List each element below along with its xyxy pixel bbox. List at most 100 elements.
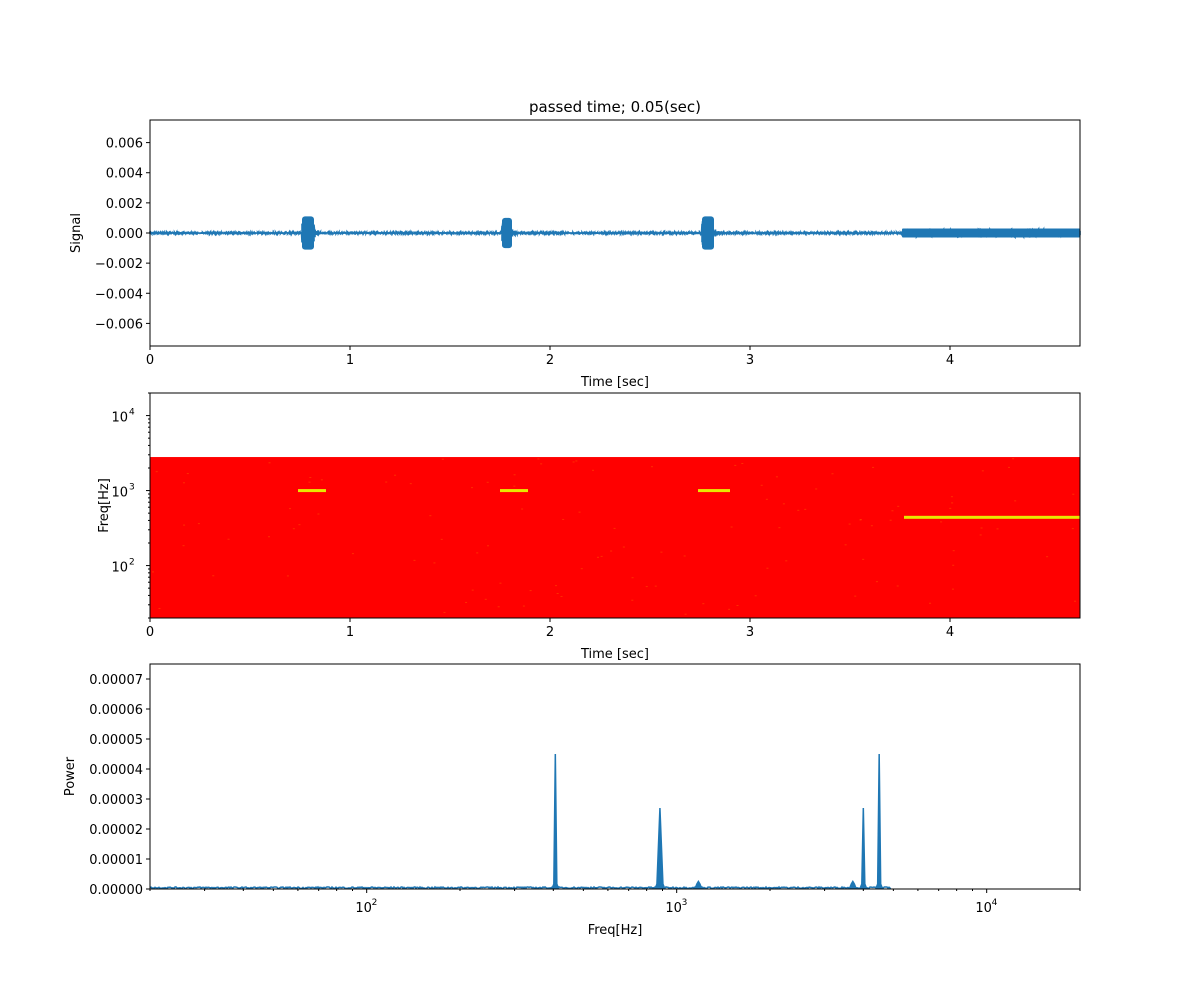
spectrogram-speckle xyxy=(471,589,474,591)
spectrogram-speckle xyxy=(562,518,565,520)
power-peak xyxy=(859,807,868,890)
spectrogram-speckle xyxy=(929,602,932,604)
spectrogram-speckle xyxy=(730,526,733,528)
spectrogram-speckle xyxy=(631,599,634,601)
spectrogram-speckle xyxy=(513,485,516,487)
signal-axes: 0 1 2 3 4 0.006 0.004 0.002 0.000 −0.002 −0.004 −0.… xyxy=(69,119,1081,390)
spectrogram-speckle xyxy=(522,605,525,607)
spectrogram-speckle xyxy=(650,466,653,468)
spectrogram-speckle xyxy=(1012,458,1015,460)
spectrogram-speckle xyxy=(683,555,686,557)
y-tick-label: 0.00007 xyxy=(89,673,143,688)
spectrogram-speckle xyxy=(580,568,583,570)
spectrogram-speckle xyxy=(487,545,490,547)
spectrogram-speckle xyxy=(440,538,443,540)
spectrogram-speckle xyxy=(429,515,432,517)
x-tick-exponent: 2 xyxy=(372,898,378,908)
spectrogram-speckle xyxy=(186,473,189,475)
spectrogram-speckle xyxy=(848,523,851,525)
y-tick-label: −0.006 xyxy=(95,317,143,332)
spectrogram-speckle xyxy=(610,550,613,552)
spectrogram-speckle xyxy=(736,605,739,607)
y-tick-exponent: 3 xyxy=(129,483,135,493)
spectrogram-speckle xyxy=(951,588,954,590)
signal-burst xyxy=(702,216,714,250)
spectrogram-speckle xyxy=(197,523,200,525)
spectrogram-speckle xyxy=(484,598,487,600)
spectrogram-speckle xyxy=(728,608,731,610)
spectrogram-speckle xyxy=(320,479,323,481)
power-peak xyxy=(874,753,884,890)
y-tick-label: 10 xyxy=(111,486,128,501)
spectrogram-speckle xyxy=(537,458,540,460)
spectrogram-speckle xyxy=(872,466,875,468)
x-tick-exponent: 4 xyxy=(992,898,998,908)
spectrogram-speckle xyxy=(765,498,768,500)
spectrogram-speckle xyxy=(760,484,763,486)
y-tick-exponent: 2 xyxy=(129,558,135,568)
spectrogram-speckle xyxy=(555,585,558,587)
y-tick-label: −0.004 xyxy=(95,287,143,302)
x-axis-label: Time [sec] xyxy=(580,375,649,390)
spectrogram-speckle xyxy=(981,470,984,472)
spectrogram-speckle xyxy=(950,496,953,498)
spectrogram-speckle xyxy=(227,538,230,540)
spectrogram-tone xyxy=(298,489,326,493)
spectrogram-speckle xyxy=(578,511,581,513)
spectrogram-speckle xyxy=(476,552,479,554)
y-tick-label: 0.006 xyxy=(106,137,143,152)
y-tick-label: 0.00006 xyxy=(89,703,143,718)
spectrogram-speckle xyxy=(409,483,412,485)
power-peak xyxy=(551,753,560,890)
spectrogram-speckle xyxy=(754,595,757,597)
spectrogram-speckle xyxy=(785,560,788,562)
spectrogram-speckle xyxy=(862,558,865,560)
spectrogram-speckle xyxy=(441,458,444,460)
spectrogram-speckle xyxy=(952,550,955,552)
spectrogram-speckle xyxy=(782,503,785,505)
spectrogram-speckle xyxy=(844,544,847,546)
spectrogram-speckle xyxy=(560,595,563,597)
signal-burst xyxy=(302,216,314,250)
spectrogram-speckle xyxy=(660,551,663,553)
x-tick-label: 4 xyxy=(946,625,954,640)
x-tick-label: 0 xyxy=(146,625,154,640)
x-tick-label: 10 xyxy=(665,901,682,916)
spectrogram-speckle xyxy=(1008,466,1011,468)
spectrogram-speckle xyxy=(775,476,778,478)
power-peak xyxy=(654,807,666,890)
spectrogram-speckle xyxy=(797,509,800,511)
spectrogram-speckle xyxy=(183,524,186,526)
signal-burst xyxy=(502,217,512,249)
spectrogram-speckle xyxy=(870,525,873,527)
spectrogram-speckle xyxy=(268,462,271,464)
spectrogram-speckle xyxy=(486,481,489,483)
spectrogram-speckle xyxy=(394,474,397,476)
y-tick-exponent: 4 xyxy=(129,408,135,418)
x-tick-label: 3 xyxy=(746,353,754,368)
spectrogram-speckle xyxy=(298,524,301,526)
spectrogram-speckle xyxy=(308,481,311,483)
signal-burst xyxy=(902,228,1080,238)
spectrogram-speckle xyxy=(1074,600,1077,602)
spectrogram-speckle xyxy=(854,595,857,597)
y-tick-label: 0.00000 xyxy=(89,883,143,898)
spectrogram-speckle xyxy=(572,461,575,463)
spectrogram-speckle xyxy=(182,482,185,484)
spectrogram-speckle xyxy=(875,581,878,583)
spectrogram-speckle xyxy=(158,607,161,609)
spectrogram-speckle xyxy=(413,559,416,561)
spectrogram-speckle xyxy=(556,592,559,594)
spectrogram-speckle xyxy=(815,488,818,490)
spectrogram-speckle xyxy=(212,575,215,577)
y-axis-label: Signal xyxy=(69,213,84,253)
power-line xyxy=(149,885,892,890)
spectrogram-speckle xyxy=(521,508,524,510)
power-peak xyxy=(848,880,858,890)
spectrogram-speckle xyxy=(996,528,999,530)
spectrogram-speckle xyxy=(631,577,634,579)
power-spectrum-axes: 10 2 10 3 10 40.000000.000010.000020.000030.0… xyxy=(63,663,1081,938)
spectrogram-speckle xyxy=(891,510,894,512)
spectrogram-speckle xyxy=(1071,528,1074,530)
